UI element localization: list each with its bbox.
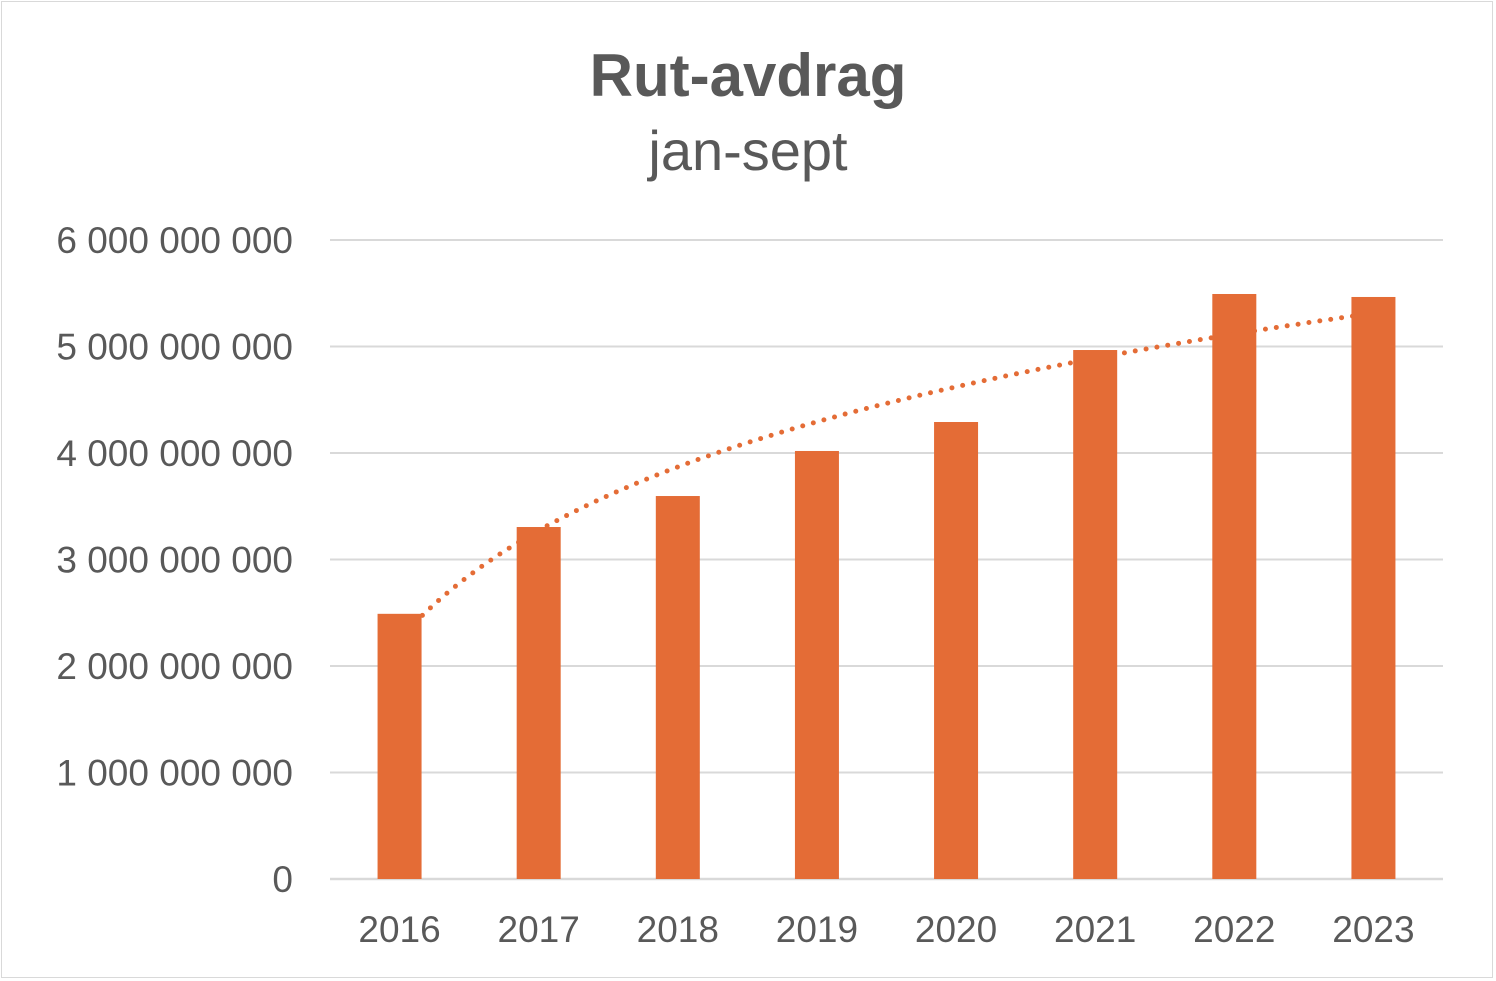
y-tick-label: 4 000 000 000 <box>56 433 293 474</box>
x-tick-label: 2016 <box>358 909 440 950</box>
bar-2019 <box>794 450 839 879</box>
trendline <box>397 310 1376 642</box>
x-tick-label: 2021 <box>1054 909 1136 950</box>
bar-2021 <box>1073 350 1118 879</box>
y-tick-label: 5 000 000 000 <box>56 327 293 368</box>
y-tick-label: 0 <box>272 859 293 900</box>
chart-title: Rut-avdrag <box>590 42 907 109</box>
y-tick-label: 2 000 000 000 <box>56 646 293 687</box>
x-tick-label: 2018 <box>637 909 719 950</box>
chart-subtitle: jan-sept <box>646 119 848 182</box>
bar-2020 <box>934 422 979 879</box>
bar-2022 <box>1212 293 1257 880</box>
x-tick-label: 2022 <box>1193 909 1275 950</box>
bar-2023 <box>1351 296 1396 879</box>
x-tick-label: 2017 <box>498 909 580 950</box>
x-tick-label: 2023 <box>1332 909 1414 950</box>
bar-2017 <box>516 527 561 879</box>
y-tick-label: 6 000 000 000 <box>56 220 293 261</box>
y-tick-label: 1 000 000 000 <box>56 753 293 794</box>
bar-2018 <box>655 496 700 879</box>
y-tick-label: 3 000 000 000 <box>56 540 293 581</box>
x-tick-label: 2019 <box>776 909 858 950</box>
x-tick-label: 2020 <box>915 909 997 950</box>
bar-2016 <box>377 613 422 879</box>
